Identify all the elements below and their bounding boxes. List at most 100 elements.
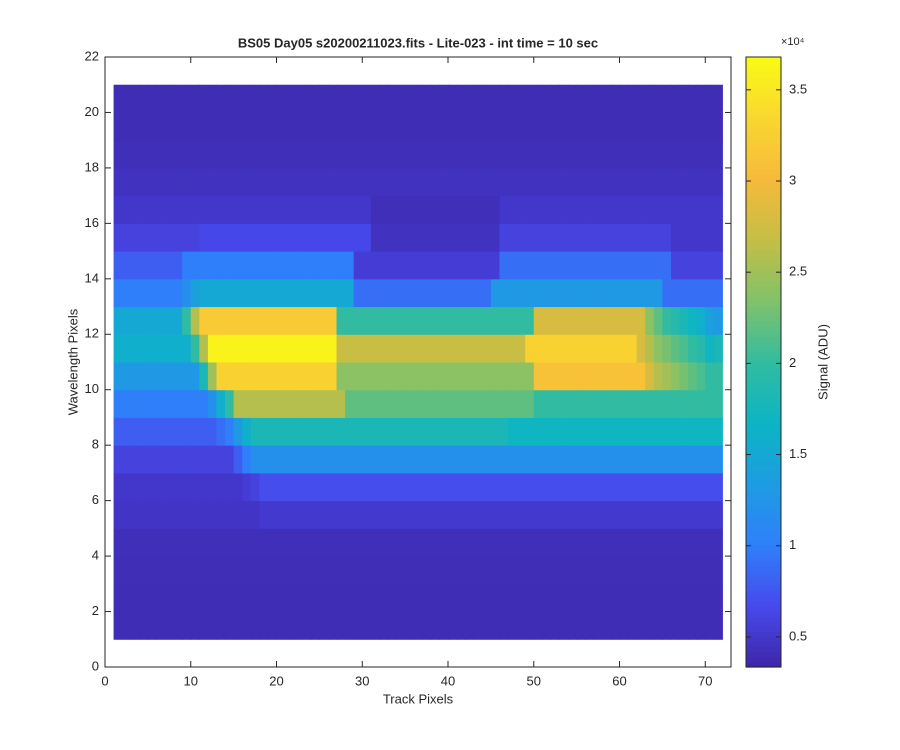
heatmap-cell — [465, 611, 475, 640]
heatmap-cell — [250, 306, 260, 335]
heatmap-cell — [370, 167, 380, 197]
heatmap-cell — [430, 556, 440, 585]
heatmap-cell — [610, 556, 621, 585]
heatmap-cell — [490, 528, 500, 557]
heatmap-cell — [465, 167, 475, 197]
heatmap-cell — [345, 445, 355, 474]
heatmap-cell — [465, 84, 475, 113]
heatmap-cell — [550, 417, 560, 446]
heatmap-cell — [636, 251, 646, 280]
heatmap-cell — [362, 251, 372, 280]
heatmap-cell — [482, 445, 492, 474]
heatmap-cell — [173, 195, 183, 224]
heatmap-cell — [542, 583, 552, 613]
heatmap-cell — [130, 195, 140, 224]
heatmap-cell — [387, 583, 398, 613]
heatmap-cell — [310, 278, 320, 308]
heatmap-cell — [533, 140, 543, 169]
heatmap-cell — [207, 334, 217, 363]
heatmap-cell — [250, 112, 260, 141]
heatmap-cell — [713, 445, 723, 474]
heatmap-cell — [550, 84, 560, 113]
heatmap-cell — [182, 445, 192, 474]
heatmap-cell — [396, 112, 406, 141]
heatmap-cell — [242, 167, 252, 197]
heatmap-cell — [705, 362, 715, 391]
heatmap-cell — [396, 528, 406, 557]
heatmap-cell — [508, 556, 518, 585]
heatmap-cell — [362, 112, 372, 141]
heatmap-cell — [576, 334, 586, 363]
heatmap-cell — [319, 389, 329, 418]
heatmap-cell — [662, 556, 672, 585]
heatmap-cell — [173, 500, 183, 529]
heatmap-cell — [456, 362, 466, 391]
heatmap-cell — [319, 500, 329, 529]
heatmap-cell — [173, 472, 183, 502]
heatmap-cell — [405, 362, 415, 391]
heatmap-cell — [448, 611, 458, 640]
heatmap-cell — [662, 251, 672, 280]
heatmap-cell — [345, 306, 355, 335]
heatmap-cell — [585, 278, 595, 308]
heatmap-cell — [353, 362, 363, 391]
heatmap-cell — [267, 528, 278, 557]
heatmap-cell — [327, 167, 338, 197]
heatmap-cell — [319, 84, 329, 113]
heatmap-cell — [576, 112, 586, 141]
heatmap-cell — [302, 278, 312, 308]
colorbar-swatch — [746, 250, 781, 256]
heatmap-cell — [216, 251, 226, 280]
heatmap-cell — [336, 167, 346, 197]
heatmap-cell — [653, 167, 663, 197]
heatmap-cell — [233, 583, 243, 613]
heatmap-cell — [113, 417, 123, 446]
heatmap-cell — [216, 472, 226, 502]
heatmap-cell — [662, 611, 672, 640]
heatmap-cell — [156, 611, 166, 640]
colorbar-swatch — [746, 189, 781, 195]
heatmap-cell — [182, 583, 192, 613]
heatmap-cell — [430, 112, 440, 141]
heatmap-cell — [585, 583, 595, 613]
heatmap-cell — [396, 389, 406, 418]
heatmap-cell — [319, 167, 329, 197]
heatmap-cell — [473, 223, 483, 252]
heatmap-cell — [628, 556, 638, 585]
heatmap-cell — [336, 611, 346, 640]
heatmap-cell — [327, 611, 338, 640]
heatmap-cell — [216, 500, 226, 529]
colorbar-tick-label: 3 — [789, 172, 796, 187]
heatmap-cell — [387, 472, 398, 502]
heatmap-cell — [653, 500, 663, 529]
heatmap-cell — [653, 112, 663, 141]
heatmap-cell — [225, 472, 235, 502]
heatmap-cell — [508, 445, 518, 474]
heatmap-cell — [293, 251, 303, 280]
heatmap-cell — [242, 583, 252, 613]
heatmap-cell — [113, 445, 123, 474]
heatmap-cell — [370, 362, 380, 391]
heatmap-cell — [302, 334, 312, 363]
heatmap-cell — [430, 251, 440, 280]
heatmap-cell — [679, 334, 689, 363]
colorbar-swatch — [746, 301, 781, 307]
heatmap-cell — [448, 417, 458, 446]
heatmap-cell — [225, 84, 235, 113]
heatmap-cell — [276, 334, 286, 363]
heatmap-cell — [713, 195, 723, 224]
heatmap-cell — [533, 528, 543, 557]
heatmap-cell — [276, 472, 286, 502]
heatmap-cell — [207, 611, 217, 640]
heatmap-cell — [696, 140, 706, 169]
colorbar-swatch — [746, 412, 781, 419]
heatmap-cell — [645, 611, 655, 640]
colorbar-swatch — [746, 290, 781, 297]
heatmap-cell — [216, 140, 226, 169]
heatmap-cell — [405, 167, 415, 197]
heatmap-cell — [147, 112, 157, 141]
heatmap-cell — [327, 306, 338, 335]
heatmap-cell — [662, 528, 672, 557]
colorbar-tick-label: 0.5 — [789, 628, 807, 643]
heatmap-cell — [165, 306, 175, 335]
